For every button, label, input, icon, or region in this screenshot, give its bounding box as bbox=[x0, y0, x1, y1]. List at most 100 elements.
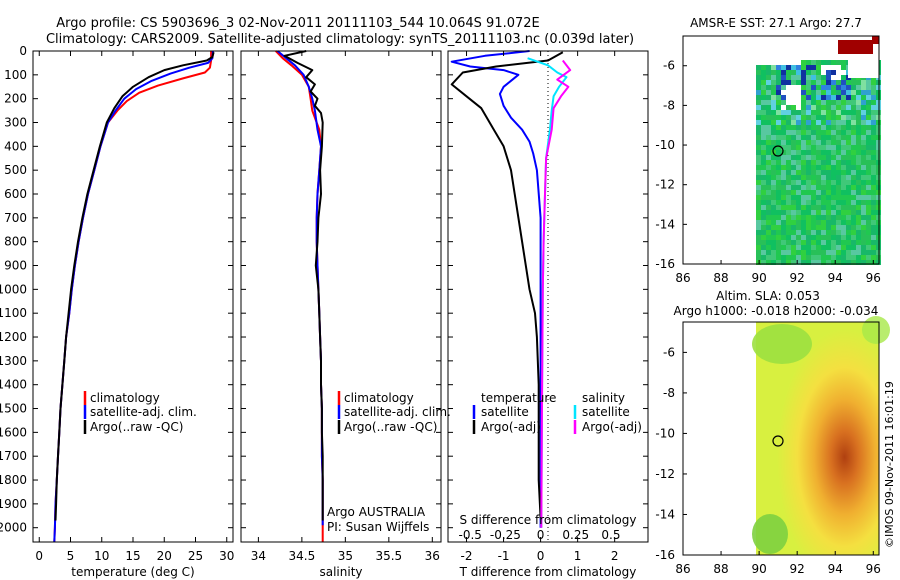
depth-tick-10: 1000 bbox=[0, 282, 27, 296]
sla-xtick-1: 88 bbox=[713, 562, 728, 576]
t-series-2 bbox=[54, 51, 215, 521]
depth-tick-18: 1800 bbox=[0, 473, 27, 487]
title-line2: Climatology: CARS2009. Satellite-adjuste… bbox=[46, 32, 634, 47]
sla-ytick-5: -16 bbox=[655, 548, 675, 562]
sst-xtick-5: 96 bbox=[866, 271, 881, 285]
sla-ytick-0: -6 bbox=[663, 345, 675, 359]
depth-tick-13: 1300 bbox=[0, 354, 27, 368]
s-series-0 bbox=[275, 50, 324, 542]
sst-xtick-2: 90 bbox=[751, 271, 766, 285]
sla-argo-marker bbox=[772, 435, 784, 447]
depth-tick-19: 1900 bbox=[0, 497, 27, 511]
d-toptick-2: 0 bbox=[537, 528, 545, 542]
s-xtick-1: 34.5 bbox=[289, 549, 316, 563]
depth-tick-8: 800 bbox=[4, 235, 27, 249]
salinity-x-axis: 34 34.5 35 35.5 36 bbox=[251, 51, 440, 563]
sla-subtitle: Argo h1000: -0.018 h2000: -0.034 bbox=[674, 304, 879, 318]
legend-s-argo: Argo(..raw -QC) bbox=[344, 420, 437, 434]
title-line1: Argo profile: CS 5903696_3 02-Nov-2011 2… bbox=[56, 16, 540, 31]
legend-climatology: climatology bbox=[90, 391, 160, 405]
t-xtick-3: 15 bbox=[125, 549, 140, 563]
depth-tick-17: 1700 bbox=[0, 449, 27, 463]
s-diff-label: S difference from climatology bbox=[460, 513, 637, 527]
depth-tick-16: 1600 bbox=[0, 425, 27, 439]
legend-salinity-header: salinity bbox=[582, 391, 625, 405]
legend-t-satellite: satellite bbox=[481, 405, 529, 419]
sla-xtick-0: 86 bbox=[675, 562, 690, 576]
legend-s-satellite-diff: satellite bbox=[582, 405, 630, 419]
sla-title: Altim. SLA: 0.053 bbox=[716, 289, 820, 303]
t-diff-label: T difference from climatology bbox=[459, 565, 637, 579]
sst-argo-marker bbox=[772, 145, 784, 157]
d-toptick-3: 0.25 bbox=[562, 528, 589, 542]
d-toptick-0: -0.5 bbox=[459, 528, 482, 542]
sla-ytick-3: -12 bbox=[655, 467, 675, 481]
legend-s-argo-diff: Argo(-adj) bbox=[582, 420, 642, 434]
sst-xtick-0: 86 bbox=[675, 271, 690, 285]
imos-credit: ©IMOS 09-Nov-2011 16:01:19 bbox=[883, 381, 896, 548]
sla-xtick-2: 90 bbox=[751, 562, 766, 576]
t-series-0 bbox=[53, 51, 213, 543]
sst-xtick-3: 92 bbox=[790, 271, 805, 285]
s-xtick-4: 36 bbox=[425, 549, 440, 563]
sst-ytick-3: -12 bbox=[655, 178, 675, 192]
depth-tick-5: 500 bbox=[4, 163, 27, 177]
depth-axis: 0 100 200 300 400 500 600 700 800 900 1000 1100 1200… bbox=[0, 44, 648, 535]
d-xtick-2: 0 bbox=[537, 549, 545, 563]
depth-tick-0: 0 bbox=[19, 44, 27, 58]
s-xtick-3: 35.5 bbox=[375, 549, 402, 563]
d-series-2 bbox=[527, 57, 568, 528]
depth-tick-3: 300 bbox=[4, 116, 27, 130]
difference-top-axis: -0.5 -0.25 0 0.25 0.5 bbox=[459, 528, 621, 542]
sla-ytick-2: -10 bbox=[655, 426, 675, 440]
depth-tick-6: 600 bbox=[4, 187, 27, 201]
t-xtick-0: 0 bbox=[35, 549, 43, 563]
salinity-panel: 34 34.5 35 35.5 36 salinity climatology sate… bbox=[240, 50, 451, 579]
depth-tick-9: 900 bbox=[4, 259, 27, 273]
legend-satellite: satellite-adj. clim. bbox=[90, 405, 197, 419]
s-xtick-0: 34 bbox=[251, 549, 266, 563]
temperature-legend: climatology satellite-adj. clim. Argo(..… bbox=[83, 391, 197, 434]
sst-ytick-0: -6 bbox=[663, 59, 675, 73]
sst-ytick-2: -10 bbox=[655, 138, 675, 152]
s-xtick-2: 35 bbox=[338, 549, 353, 563]
t-xtick-4: 20 bbox=[157, 549, 172, 563]
difference-legend: temperature salinity satellite Argo(-adj… bbox=[472, 391, 642, 434]
sst-xtick-1: 88 bbox=[713, 271, 728, 285]
temperature-xlabel: temperature (deg C) bbox=[71, 565, 194, 579]
d-series-1 bbox=[450, 51, 564, 519]
difference-x-axis: -2 -1 0 1 2 bbox=[461, 51, 619, 563]
legend-temperature-header: temperature bbox=[481, 391, 556, 405]
sst-ytick-5: -16 bbox=[655, 257, 675, 271]
legend-s-satellite: satellite-adj. clim. bbox=[344, 405, 451, 419]
depth-tick-12: 1200 bbox=[0, 330, 27, 344]
sst-title: AMSR-E SST: 27.1 Argo: 27.7 bbox=[690, 16, 862, 30]
legend-s-climatology: climatology bbox=[344, 391, 414, 405]
sla-ytick-4: -14 bbox=[655, 507, 675, 521]
difference-panel: -2 -1 0 1 2 -0.5 -0.25 0 0.25 0.5 S difference f… bbox=[447, 50, 649, 579]
t-series-1 bbox=[53, 50, 214, 543]
sst-map: AMSR-E SST: 27.1 Argo: 27.7 86 88 90 92 94 96… bbox=[655, 16, 881, 285]
sla-ytick-1: -8 bbox=[663, 386, 675, 400]
sla-xtick-3: 92 bbox=[790, 562, 805, 576]
depth-tick-7: 700 bbox=[4, 211, 27, 225]
sla-xtick-4: 94 bbox=[828, 562, 843, 576]
d-series-3 bbox=[540, 59, 572, 528]
sst-xtick-4: 94 bbox=[828, 271, 843, 285]
t-xtick-6: 30 bbox=[219, 549, 234, 563]
depth-tick-15: 1500 bbox=[0, 402, 27, 416]
d-xtick-4: 2 bbox=[611, 549, 619, 563]
legend-t-argo: Argo(-adj) bbox=[481, 420, 541, 434]
depth-tick-1: 100 bbox=[4, 68, 27, 82]
d-toptick-4: 0.5 bbox=[601, 528, 620, 542]
depth-tick-4: 400 bbox=[4, 139, 27, 153]
d-xtick-1: -1 bbox=[498, 549, 510, 563]
t-xtick-1: 5 bbox=[67, 549, 75, 563]
argo-country: Argo AUSTRALIA bbox=[327, 505, 426, 519]
depth-tick-14: 1400 bbox=[0, 378, 27, 392]
sla-xtick-5: 96 bbox=[866, 562, 881, 576]
depth-tick-11: 1100 bbox=[0, 306, 27, 320]
salinity-xlabel: salinity bbox=[319, 565, 362, 579]
sst-ytick-4: -14 bbox=[655, 217, 675, 231]
